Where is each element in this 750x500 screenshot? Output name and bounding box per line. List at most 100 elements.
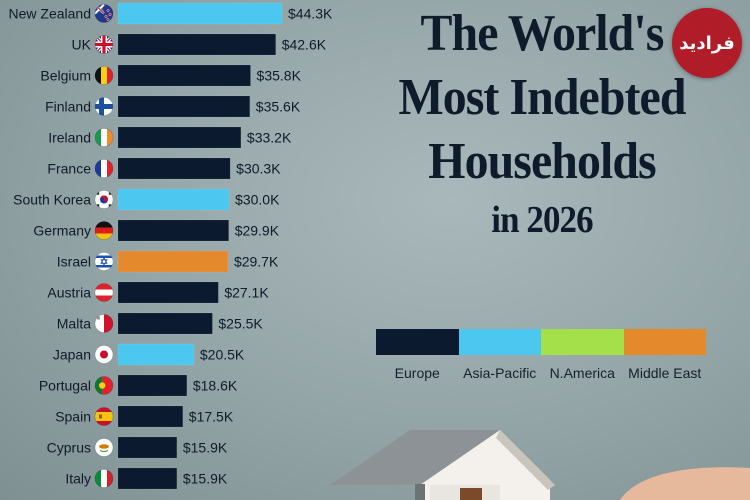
austria-flag-icon — [94, 283, 114, 302]
bar — [117, 436, 178, 459]
house-window — [460, 488, 482, 500]
cyprus-flag-icon — [94, 438, 114, 457]
value-label: $20.5K — [200, 347, 245, 363]
bar-row: Malta $25.5K — [57, 312, 263, 335]
bar — [117, 95, 251, 118]
value-label: $17.5K — [189, 409, 234, 425]
value-label: $33.2K — [247, 130, 292, 146]
category-label: Japan — [53, 347, 91, 363]
category-label: Israel — [57, 254, 91, 270]
finland-flag-icon — [94, 97, 114, 116]
legend-swatch-europe — [376, 329, 459, 355]
category-label: South Korea — [13, 192, 91, 208]
uk-flag-icon — [94, 35, 114, 54]
category-label: France — [47, 161, 91, 177]
bar-row: Finland $35.6K — [45, 95, 301, 118]
bar-row: South Korea $30.0K — [13, 188, 280, 211]
category-label: Portugal — [39, 378, 91, 394]
bar-row: Italy $15.9K — [65, 467, 228, 490]
bar-row: UK $42.6K — [72, 33, 327, 56]
spain-flag-icon — [94, 407, 114, 426]
value-label: $30.3K — [236, 161, 281, 177]
legend-swatch-middle-east — [623, 329, 706, 355]
bar — [117, 157, 231, 180]
category-label: Belgium — [40, 68, 91, 84]
bar — [117, 405, 184, 428]
bar — [117, 281, 219, 304]
value-label: $29.7K — [234, 254, 279, 270]
bar — [117, 64, 251, 87]
belgium-flag-icon — [94, 66, 114, 85]
hand-shape — [620, 467, 750, 500]
category-label: Finland — [45, 99, 91, 115]
legend: Europe Asia-Pacific N.America Middle Eas… — [376, 329, 706, 381]
south-korea-flag-icon — [94, 190, 114, 209]
italy-flag-icon — [94, 469, 114, 488]
value-label: $15.9K — [183, 471, 228, 487]
value-label: $18.6K — [193, 378, 238, 394]
value-label: $44.3K — [288, 6, 333, 22]
bar-row: Israel $29.7K — [57, 250, 279, 273]
legend-label-middle-east: Middle East — [628, 365, 702, 381]
brand-logo-text: فرادید — [679, 32, 735, 54]
category-label: Italy — [65, 471, 91, 487]
legend-swatch-asia-pacific — [458, 329, 541, 355]
legend-swatch-n-america — [541, 329, 624, 355]
malta-flag-icon — [94, 314, 114, 333]
bar — [117, 343, 195, 366]
title-line-2: Most Indebted — [398, 69, 686, 126]
chart-title: The World's Most Indebted Households in … — [352, 2, 732, 246]
bar — [117, 188, 230, 211]
portugal-flag-icon — [94, 376, 114, 395]
bar-row: France $30.3K — [47, 157, 281, 180]
ireland-flag-icon — [94, 128, 114, 147]
title-year: in 2026 — [491, 199, 593, 241]
house-eave — [496, 430, 555, 490]
bar-row: Spain $17.5K — [55, 405, 234, 428]
france-flag-icon — [94, 159, 114, 178]
israel-flag-icon — [94, 252, 114, 271]
value-label: $27.1K — [224, 285, 269, 301]
house-illustration — [330, 430, 750, 500]
category-label: Cyprus — [47, 440, 91, 456]
category-label: Ireland — [48, 130, 91, 146]
germany-flag-icon — [94, 221, 114, 240]
brand-logo: فرادید — [672, 8, 742, 78]
legend-label-asia-pacific: Asia-Pacific — [463, 365, 537, 381]
bar-chart: New Zealand $44.3K UK $42.6K Belgium $35.8K Fi… — [9, 2, 333, 490]
house-roof-edge — [415, 484, 425, 500]
bar-row: Belgium $35.8K — [40, 64, 302, 87]
category-label: Austria — [47, 285, 91, 301]
bar — [117, 2, 283, 25]
bar-row: New Zealand $44.3K — [9, 2, 333, 25]
value-label: $25.5K — [218, 316, 263, 332]
category-label: Spain — [55, 409, 91, 425]
value-label: $35.6K — [256, 99, 301, 115]
bar-row: Austria $27.1K — [47, 281, 269, 304]
category-label: UK — [72, 37, 92, 53]
japan-flag-icon — [94, 345, 114, 364]
bar — [117, 126, 242, 149]
bar — [117, 312, 213, 335]
legend-label-n-america: N.America — [549, 365, 615, 381]
bar-row: Germany $29.9K — [33, 219, 280, 242]
bar — [117, 219, 229, 242]
title-line-3: Households — [428, 133, 656, 190]
bar-row: Cyprus $15.9K — [47, 436, 228, 459]
value-label: $15.9K — [183, 440, 228, 456]
category-label: New Zealand — [9, 6, 92, 22]
house-roof-left — [330, 430, 500, 485]
nz-flag-icon — [94, 4, 114, 23]
value-label: $42.6K — [282, 37, 327, 53]
legend-label-europe: Europe — [394, 365, 440, 381]
bar — [117, 467, 178, 490]
value-label: $30.0K — [235, 192, 280, 208]
bar-row: Ireland $33.2K — [48, 126, 292, 149]
bar — [117, 33, 276, 56]
bar — [117, 374, 188, 397]
category-label: Germany — [33, 223, 91, 239]
bar-row: Portugal $18.6K — [39, 374, 238, 397]
value-label: $35.8K — [257, 68, 302, 84]
title-line-1: The World's — [420, 5, 665, 62]
bar-row: Japan $20.5K — [53, 343, 245, 366]
